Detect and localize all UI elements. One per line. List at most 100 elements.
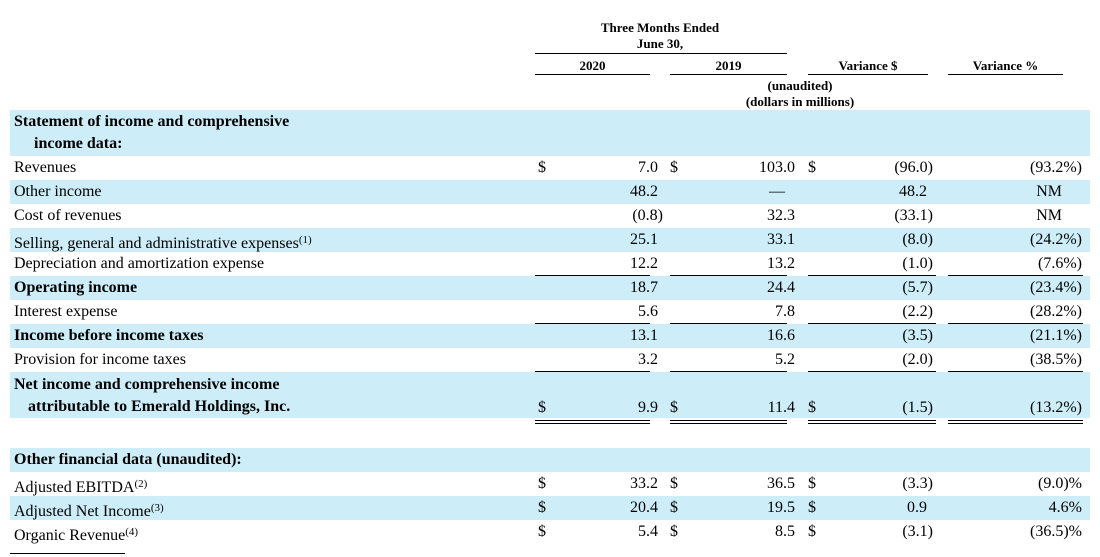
value-2019: 8.5 — [775, 523, 795, 540]
variance-pct: (13.2%) — [1030, 399, 1082, 416]
value-2019: 16.6 — [767, 327, 795, 344]
dollar-sign: $ — [538, 499, 546, 516]
value-2020: 18.7 — [630, 279, 658, 296]
value-2020: 3.2 — [638, 351, 658, 368]
col-underline-variance-pct — [948, 74, 1063, 75]
section-title-cont: income data: — [34, 135, 123, 152]
subtotal-rule — [808, 275, 936, 276]
table-row: Organic Revenue(4) $ 5.4 $ 8.5 $ (3.1) (… — [10, 520, 1090, 544]
section-title: Other financial data (unaudited): — [14, 451, 242, 468]
variance-dollar: (5.7) — [902, 279, 933, 296]
subtotal-rule — [535, 323, 650, 324]
variance-pct: (93.2%) — [1030, 159, 1082, 176]
note-unaudited: (unaudited) — [767, 78, 833, 93]
dollar-sign: $ — [538, 399, 546, 416]
value-2020: 5.6 — [638, 303, 658, 320]
table-row: Adjusted Net Income(3) $ 20.4 $ 19.5 $ 0… — [10, 496, 1090, 520]
table-row: Revenues $ 7.0 $ 103.0 $ (96.0) (93.2%) — [10, 156, 1090, 180]
subtotal-rule — [948, 275, 1083, 276]
variance-dollar: (8.0) — [902, 231, 933, 248]
dollar-sign: $ — [808, 399, 816, 416]
table-row: Cost of revenues (0.8) 32.3 (33.1) NM — [10, 204, 1090, 228]
value-2020: 13.1 — [630, 327, 658, 344]
variance-dollar: (3.1) — [902, 523, 933, 540]
period-underline — [535, 53, 787, 54]
variance-pct: NM — [1036, 183, 1062, 200]
row-label-text: Adjusted Net Income — [14, 503, 151, 520]
col-header-variance-pct: Variance % — [972, 58, 1039, 73]
variance-dollar: 48.2 — [899, 183, 927, 200]
variance-dollar: (33.1) — [894, 207, 933, 224]
footnote-marker: (4) — [125, 526, 139, 538]
dollar-sign: $ — [670, 523, 678, 540]
value-2020: 20.4 — [630, 499, 658, 516]
variance-dollar: (1.5) — [902, 399, 933, 416]
note-dollars-in-millions: (dollars in millions) — [745, 94, 855, 109]
variance-pct: NM — [1036, 207, 1062, 224]
value-2019: 19.5 — [767, 499, 795, 516]
value-2020: 7.0 — [638, 159, 658, 176]
dollar-sign: $ — [538, 159, 546, 176]
variance-pct: (7.6%) — [1038, 255, 1082, 272]
row-label: Depreciation and amortization expense — [14, 255, 265, 272]
value-2020: 12.2 — [630, 255, 658, 272]
total-double-rule — [670, 420, 787, 424]
value-2019: 32.3 — [767, 207, 795, 224]
variance-dollar: (96.0) — [894, 159, 933, 176]
col-header-variance-dollar: Variance $ — [838, 58, 898, 73]
variance-dollar: (1.0) — [902, 255, 933, 272]
variance-dollar: (2.0) — [902, 351, 933, 368]
row-label-text: Selling, general and administrative expe… — [14, 235, 299, 252]
total-double-rule — [808, 420, 936, 424]
row-label-text: Organic Revenue — [14, 527, 126, 544]
total-double-rule — [948, 420, 1083, 424]
table-row: Provision for income taxes 3.2 5.2 (2.0)… — [10, 348, 1090, 372]
value-2020: 25.1 — [630, 231, 658, 248]
footnote-separator — [10, 553, 125, 554]
col-underline-variance-dollar — [808, 74, 928, 75]
subtotal-rule — [670, 275, 787, 276]
dollar-sign: $ — [670, 475, 678, 492]
table-row: Selling, general and administrative expe… — [10, 228, 1090, 252]
dollar-sign: $ — [538, 475, 546, 492]
table-row: Depreciation and amortization expense 12… — [10, 252, 1090, 276]
subtotal-rule — [948, 323, 1083, 324]
variance-pct: (9.0)% — [1038, 475, 1082, 492]
subtotal-rule — [670, 323, 787, 324]
dollar-sign: $ — [670, 159, 678, 176]
total-double-rule — [535, 420, 650, 424]
variance-dollar: 0.9 — [907, 499, 927, 516]
row-label: Net income and comprehensive income — [14, 376, 280, 393]
subtotal-rule — [670, 371, 787, 372]
dollar-sign: $ — [808, 475, 816, 492]
variance-pct: (21.1%) — [1030, 327, 1082, 344]
table-row: Income before income taxes 13.1 16.6 (3.… — [10, 324, 1090, 348]
dollar-sign: $ — [808, 523, 816, 540]
value-2019: 7.8 — [775, 303, 795, 320]
row-label: Interest expense — [14, 303, 118, 320]
value-2019: 5.2 — [775, 351, 795, 368]
subtotal-rule — [808, 323, 936, 324]
variance-dollar: (3.3) — [902, 475, 933, 492]
row-label-text: Adjusted EBITDA — [14, 479, 135, 496]
variance-pct: (28.2%) — [1030, 303, 1082, 320]
variance-dollar: (2.2) — [902, 303, 933, 320]
section-header-other-financial: Other financial data (unaudited): — [10, 448, 1090, 472]
row-label: Adjusted EBITDA(2) — [14, 472, 147, 500]
row-label-cont: attributable to Emerald Holdings, Inc. — [28, 398, 291, 415]
value-2020: 5.4 — [638, 523, 658, 540]
value-2020: 48.2 — [630, 183, 658, 200]
table-row: Operating income 18.7 24.4 (5.7) (23.4%) — [10, 276, 1090, 300]
subtotal-rule — [535, 275, 650, 276]
variance-pct: (23.4%) — [1030, 279, 1082, 296]
value-2019: 33.1 — [767, 231, 795, 248]
footnote-marker: (2) — [134, 478, 148, 490]
table-row-net-income: Net income and comprehensive income attr… — [10, 372, 1090, 418]
dollar-sign: $ — [538, 523, 546, 540]
value-2019: 24.4 — [767, 279, 795, 296]
row-label: Adjusted Net Income(3) — [14, 496, 164, 524]
variance-pct: 4.6% — [1048, 499, 1082, 516]
dollar-sign: $ — [808, 499, 816, 516]
subtotal-rule — [535, 371, 650, 372]
row-label: Operating income — [14, 279, 138, 296]
